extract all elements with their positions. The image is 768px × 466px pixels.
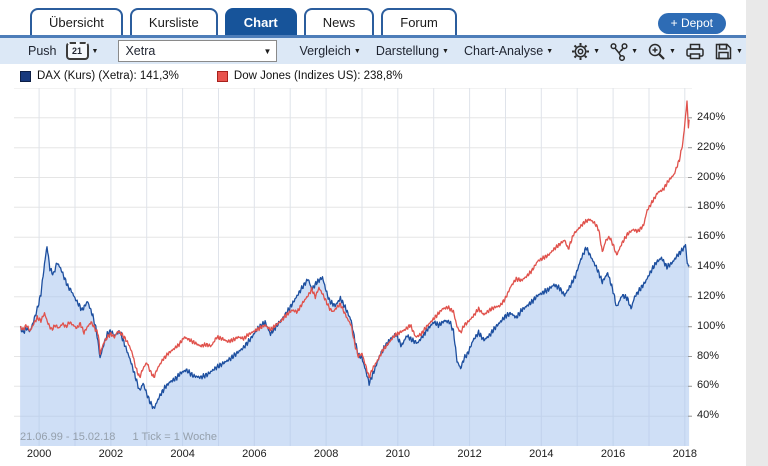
y-axis-tick-label: 120% (697, 289, 726, 302)
calendar-icon: 21 (65, 42, 89, 60)
dow-jones-swatch-icon (216, 70, 228, 82)
chevron-down-icon: ▼ (263, 46, 272, 56)
y-axis-labels: 40% 60% 80% 100% 120% 140% 160% 180% 200% 220% 240… (697, 88, 746, 446)
toolbar: Push 21 ▼ Xetra ▼ Vergleich ▼ Darstellun… (0, 38, 746, 64)
legend-item-dow-jones: Dow Jones (Indizes US): 238,8% (216, 70, 403, 82)
menu-chart-analyse-label: Chart-Analyse (463, 44, 544, 58)
chevron-down-icon: ▼ (91, 47, 99, 55)
x-axis-tick-label: 2004 (170, 448, 195, 460)
exchange-select-value: Xetra (125, 44, 156, 58)
chart-range-note: 21.06.99 - 15.02.18 1 Tick = 1 Woche (20, 431, 217, 443)
chevron-down-icon: ▼ (669, 47, 676, 55)
tab-kursliste[interactable]: Kursliste (129, 8, 218, 35)
y-axis-tick-label: 240% (697, 110, 726, 123)
legend-label-dow-jones: Dow Jones (Indizes US): 238,8% (233, 70, 403, 82)
y-axis-tick-label: 60% (697, 379, 720, 392)
menu-vergleich[interactable]: Vergleich ▼ (299, 44, 360, 58)
chart-area: 40% 60% 80% 100% 120% 140% 160% 180% 200% 220% 240… (0, 88, 746, 464)
add-depot-button[interactable]: + Depot (657, 13, 726, 34)
chevron-down-icon: ▼ (631, 47, 638, 55)
save-button[interactable]: ▼ (714, 42, 743, 61)
exchange-select[interactable]: Xetra ▼ (118, 40, 278, 62)
settings-button[interactable]: ▼ (571, 42, 600, 61)
y-axis-tick-label: 80% (697, 349, 720, 362)
y-axis-tick-label: 100% (697, 319, 726, 332)
x-axis-tick-label: 2012 (457, 448, 482, 460)
chevron-down-icon: ▼ (442, 47, 449, 55)
x-axis-tick-label: 2002 (98, 448, 124, 460)
chevron-down-icon: ▼ (353, 47, 361, 55)
save-icon (715, 43, 732, 59)
chevron-down-icon: ▼ (735, 47, 743, 55)
settings-icon (572, 42, 590, 60)
menu-chart-analyse[interactable]: Chart-Analyse ▼ (464, 44, 553, 58)
tick-interval-label: 1 Tick = 1 Woche (132, 431, 217, 443)
x-axis-tick-label: 2000 (26, 448, 52, 460)
chevron-down-icon: ▼ (546, 47, 554, 55)
y-axis-tick-label: 200% (697, 170, 726, 183)
print-button[interactable] (685, 42, 705, 61)
date-range-label: 21.06.99 - 15.02.18 (20, 431, 116, 443)
zoom-in-icon (648, 43, 665, 60)
y-axis-tick-label: 160% (697, 230, 726, 243)
share-button[interactable]: ▼ (609, 42, 638, 61)
share-nodes-icon (610, 42, 628, 61)
tab-underline (0, 35, 746, 38)
dax-swatch-icon (20, 70, 31, 82)
legend-label-dax: DAX (Kurs) (Xetra): 141,3% (37, 70, 179, 82)
x-axis-tick-label: 2016 (600, 448, 626, 460)
tab-bar: Übersicht Kursliste Chart News Forum + D… (0, 0, 746, 35)
menu-darstellung-label: Darstellung (375, 44, 440, 58)
chart-widget: Übersicht Kursliste Chart News Forum + D… (0, 0, 746, 464)
menu-vergleich-label: Vergleich (299, 44, 351, 58)
x-axis-tick-label: 2006 (242, 448, 267, 460)
y-axis-tick-label: 180% (697, 200, 726, 213)
print-icon (686, 43, 704, 59)
menu-darstellung[interactable]: Darstellung ▼ (376, 44, 449, 58)
tab-forum[interactable]: Forum (381, 8, 457, 35)
chart-legend: DAX (Kurs) (Xetra): 141,3% Dow Jones (In… (0, 64, 746, 88)
x-axis-labels: 2000 2002 2004 2006 2008 2010 2012 2014 2016 2018 (0, 448, 746, 463)
chevron-down-icon: ▼ (593, 47, 601, 55)
push-label: Push (28, 44, 57, 58)
interval-calendar-button[interactable]: 21 ▼ (65, 42, 99, 60)
zoom-button[interactable]: ▼ (647, 42, 676, 61)
page-background-strip (746, 0, 768, 466)
x-axis-tick-label: 2018 (672, 448, 698, 460)
chart-plot (14, 88, 692, 446)
tab-uebersicht[interactable]: Übersicht (30, 8, 123, 35)
x-axis-tick-label: 2014 (529, 448, 554, 460)
y-axis-tick-label: 220% (697, 140, 726, 153)
x-axis-tick-label: 2010 (385, 448, 411, 460)
y-axis-tick-label: 140% (697, 260, 726, 272)
y-axis-tick-label: 40% (697, 409, 720, 422)
tab-news[interactable]: News (303, 8, 375, 35)
x-axis-tick-label: 2008 (313, 448, 339, 460)
icon-toolbar: ▼ ▼ ▼ (571, 42, 743, 61)
legend-item-dax: DAX (Kurs) (Xetra): 141,3% (20, 70, 179, 82)
tab-chart[interactable]: Chart (224, 8, 297, 35)
